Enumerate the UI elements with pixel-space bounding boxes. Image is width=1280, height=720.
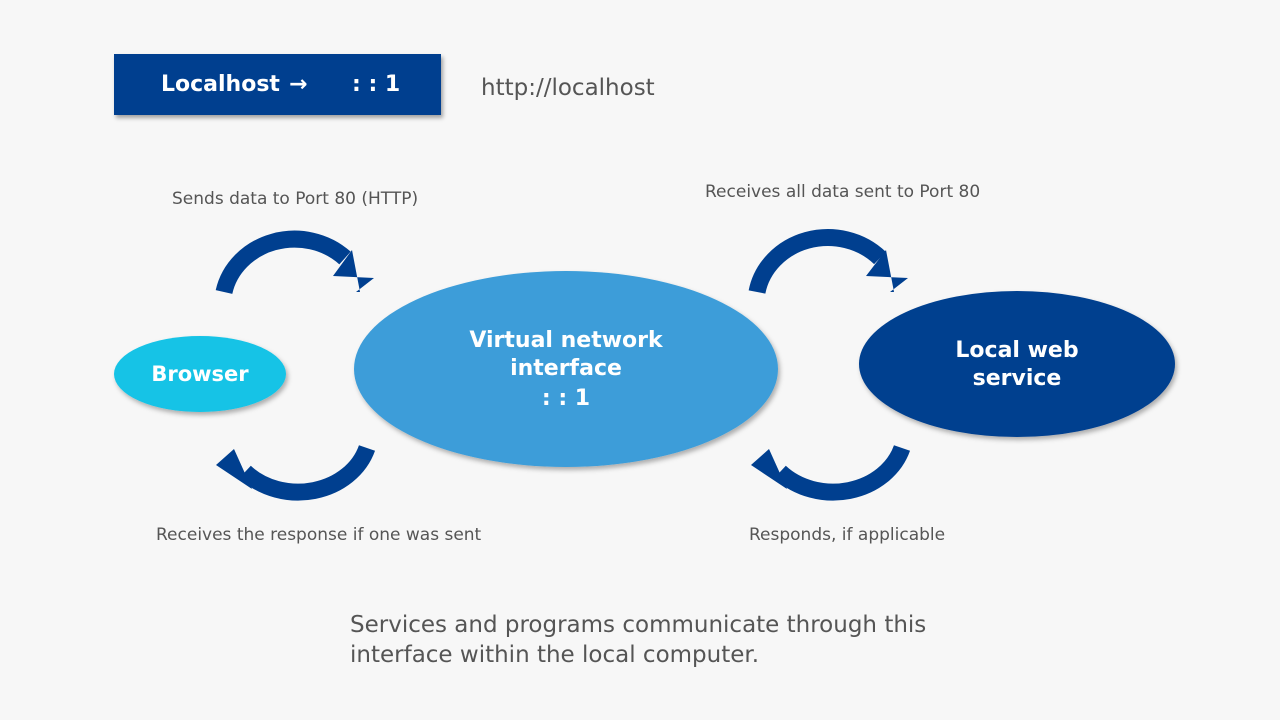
caption-receives-data: Receives all data sent to Port 80 <box>705 182 981 202</box>
browser-label: Browser <box>151 362 249 386</box>
service-label-line2: service <box>973 366 1062 391</box>
footer-line-1: Services and programs communicate throug… <box>350 612 927 638</box>
localhost-address: : : 1 <box>352 72 401 97</box>
caption-receives-response: Receives the response if one was sent <box>156 525 482 545</box>
virtual-network-interface-node: Virtual network interface : : 1 <box>354 271 778 467</box>
arrowhead-send-icon <box>333 250 374 292</box>
arrowhead-respond-icon <box>751 449 787 489</box>
localhost-url: http://localhost <box>481 75 655 101</box>
localhost-label: Localhost <box>161 72 280 97</box>
interface-label-line1: Virtual network <box>469 328 664 353</box>
curved-arrow-receive-data-icon <box>748 229 886 294</box>
curved-arrow-send-icon <box>215 230 351 295</box>
local-web-service-node: Local web service <box>859 291 1175 437</box>
caption-responds: Responds, if applicable <box>749 525 946 545</box>
localhost-mapping-box: Localhost → : : 1 <box>114 54 441 115</box>
arrowhead-receive-data-icon <box>866 250 908 292</box>
browser-node: Browser <box>114 336 286 412</box>
service-label-line1: Local web <box>955 338 1078 363</box>
footer-description: Services and programs communicate throug… <box>350 610 926 670</box>
footer-line-2: interface within the local computer. <box>350 642 760 668</box>
arrowhead-receive-response-icon <box>216 449 252 489</box>
mapping-arrow-icon: → <box>289 72 308 97</box>
curved-arrow-respond-icon <box>774 444 911 501</box>
curved-arrow-receive-response-icon <box>239 444 376 501</box>
caption-sends-data: Sends data to Port 80 (HTTP) <box>172 189 419 209</box>
interface-label-line2: interface <box>510 356 622 381</box>
interface-address: : : 1 <box>542 386 590 411</box>
